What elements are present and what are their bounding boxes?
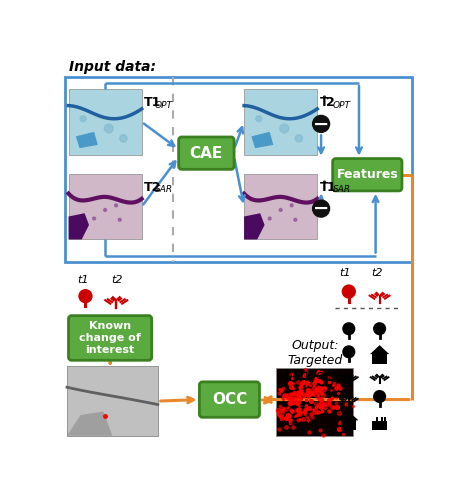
FancyBboxPatch shape	[179, 137, 234, 170]
Text: t2: t2	[111, 276, 122, 285]
Polygon shape	[244, 213, 265, 240]
Bar	[372, 354, 387, 364]
Text: T1: T1	[144, 96, 161, 109]
Bar	[67, 366, 158, 436]
Text: Known
change of
interest: Known change of interest	[79, 322, 141, 354]
Text: SAR: SAR	[155, 186, 173, 194]
Circle shape	[312, 116, 330, 132]
Bar	[341, 420, 356, 430]
Text: t1: t1	[78, 276, 89, 285]
Circle shape	[104, 124, 113, 133]
FancyBboxPatch shape	[199, 382, 259, 418]
FancyBboxPatch shape	[68, 316, 152, 360]
Circle shape	[256, 116, 262, 121]
Circle shape	[80, 116, 86, 121]
Circle shape	[120, 134, 127, 142]
Polygon shape	[370, 345, 389, 354]
Bar	[372, 422, 387, 430]
Circle shape	[79, 290, 92, 302]
Circle shape	[118, 218, 121, 221]
Circle shape	[294, 218, 297, 221]
Text: T̂: T̂	[319, 96, 328, 109]
Text: t1: t1	[339, 268, 350, 278]
Bar	[68, 90, 142, 154]
Bar	[244, 174, 317, 240]
Circle shape	[268, 217, 271, 220]
Polygon shape	[252, 132, 273, 148]
Polygon shape	[339, 412, 359, 420]
Circle shape	[374, 390, 385, 402]
Bar	[66, 77, 412, 262]
Bar	[380, 416, 383, 422]
Text: Features: Features	[336, 168, 398, 181]
Circle shape	[295, 134, 303, 142]
Text: OPT: OPT	[155, 100, 173, 110]
Circle shape	[343, 323, 355, 334]
Polygon shape	[67, 412, 113, 436]
Circle shape	[280, 124, 289, 133]
Bar	[376, 416, 378, 422]
Bar	[276, 368, 353, 436]
Circle shape	[279, 208, 282, 212]
Text: OPT: OPT	[332, 100, 351, 110]
Circle shape	[114, 204, 118, 207]
Text: 1: 1	[326, 181, 335, 194]
Polygon shape	[68, 213, 89, 240]
Circle shape	[104, 208, 106, 212]
Bar	[384, 416, 386, 422]
Text: Input data:: Input data:	[68, 60, 155, 74]
Circle shape	[343, 346, 355, 358]
Bar	[68, 174, 142, 240]
Circle shape	[342, 285, 355, 298]
Text: T̂: T̂	[319, 181, 328, 194]
Text: OCC: OCC	[212, 392, 247, 407]
Text: −: −	[313, 114, 329, 134]
Text: T2: T2	[144, 181, 161, 194]
Circle shape	[290, 204, 293, 207]
Text: t2: t2	[371, 268, 383, 278]
FancyBboxPatch shape	[332, 158, 402, 191]
Circle shape	[312, 200, 330, 217]
Bar	[244, 90, 317, 154]
Text: −: −	[313, 199, 329, 218]
Circle shape	[374, 323, 385, 334]
Text: SAR: SAR	[332, 186, 351, 194]
Text: 2: 2	[326, 96, 335, 109]
Circle shape	[93, 217, 96, 220]
Text: Output:
Targeted
changemap: Output: Targeted changemap	[278, 338, 352, 382]
Polygon shape	[76, 132, 98, 148]
Text: CAE: CAE	[190, 146, 223, 160]
